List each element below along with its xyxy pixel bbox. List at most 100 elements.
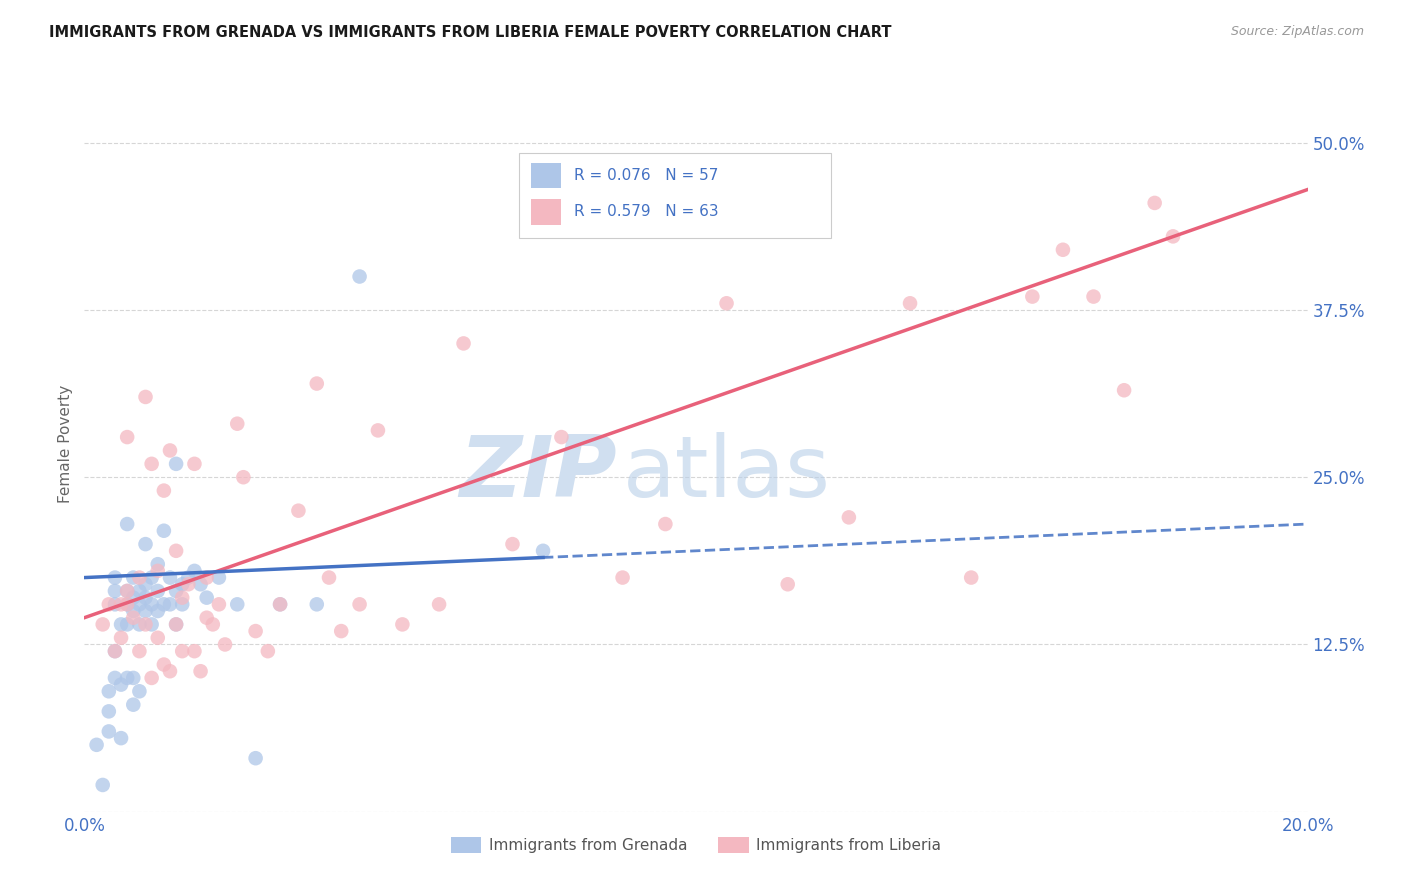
- Point: [1083, 289, 1105, 303]
- Point: [195, 571, 218, 585]
- Text: R = 0.076   N = 57: R = 0.076 N = 57: [574, 168, 718, 183]
- Point: [122, 604, 145, 618]
- Point: [269, 598, 291, 612]
- Point: [104, 644, 127, 658]
- Point: [367, 424, 389, 438]
- FancyBboxPatch shape: [519, 153, 831, 237]
- Point: [349, 269, 371, 284]
- Point: [165, 543, 187, 558]
- Point: [172, 644, 194, 658]
- Y-axis label: Female Poverty: Female Poverty: [58, 384, 73, 503]
- Point: [1143, 195, 1166, 210]
- Point: [110, 631, 132, 645]
- Point: [898, 296, 921, 310]
- Point: [135, 577, 157, 591]
- Point: [115, 671, 138, 685]
- Point: [201, 617, 224, 632]
- Point: [146, 583, 169, 598]
- Text: IMMIGRANTS FROM GRENADA VS IMMIGRANTS FROM LIBERIA FEMALE POVERTY CORRELATION CH: IMMIGRANTS FROM GRENADA VS IMMIGRANTS FR…: [49, 25, 891, 40]
- Point: [330, 624, 353, 639]
- Legend: Immigrants from Grenada, Immigrants from Liberia: Immigrants from Grenada, Immigrants from…: [444, 831, 948, 859]
- Point: [269, 598, 291, 612]
- Point: [453, 336, 475, 351]
- Point: [183, 457, 205, 471]
- Point: [115, 598, 138, 612]
- Point: [97, 598, 120, 612]
- Point: [110, 617, 132, 632]
- Point: [122, 571, 145, 585]
- Point: [153, 598, 176, 612]
- Point: [318, 571, 340, 585]
- Point: [97, 705, 120, 719]
- Point: [172, 577, 194, 591]
- Point: [550, 430, 572, 444]
- Point: [183, 644, 205, 658]
- Point: [153, 483, 176, 498]
- Point: [115, 430, 138, 444]
- Text: R = 0.579   N = 63: R = 0.579 N = 63: [574, 204, 718, 219]
- Point: [165, 617, 187, 632]
- Point: [208, 598, 231, 612]
- Point: [165, 457, 187, 471]
- Point: [146, 631, 169, 645]
- Point: [135, 537, 157, 551]
- Text: atlas: atlas: [623, 432, 831, 515]
- Point: [1021, 289, 1043, 303]
- Text: Source: ZipAtlas.com: Source: ZipAtlas.com: [1230, 25, 1364, 38]
- Point: [128, 583, 150, 598]
- Point: [146, 564, 169, 578]
- Point: [141, 598, 163, 612]
- Point: [135, 604, 157, 618]
- Point: [91, 778, 114, 792]
- Point: [177, 577, 200, 591]
- Point: [245, 624, 267, 639]
- Point: [141, 671, 163, 685]
- Point: [190, 664, 212, 679]
- Point: [115, 617, 138, 632]
- Point: [135, 617, 157, 632]
- Point: [349, 598, 371, 612]
- Point: [122, 698, 145, 712]
- Point: [305, 598, 328, 612]
- Point: [110, 731, 132, 746]
- FancyBboxPatch shape: [531, 162, 561, 188]
- Point: [104, 571, 127, 585]
- Point: [115, 598, 138, 612]
- Point: [104, 644, 127, 658]
- Point: [531, 543, 554, 558]
- Point: [1052, 243, 1074, 257]
- Point: [128, 571, 150, 585]
- Point: [122, 671, 145, 685]
- Point: [159, 443, 181, 458]
- Point: [91, 617, 114, 632]
- Point: [128, 684, 150, 698]
- Point: [165, 583, 187, 598]
- Point: [190, 577, 212, 591]
- Point: [159, 664, 181, 679]
- Point: [427, 598, 450, 612]
- Point: [159, 571, 181, 585]
- Point: [391, 617, 413, 632]
- Point: [838, 510, 860, 524]
- Point: [141, 571, 163, 585]
- Point: [226, 598, 249, 612]
- Point: [97, 684, 120, 698]
- Point: [146, 604, 169, 618]
- Point: [245, 751, 267, 765]
- Point: [502, 537, 524, 551]
- Point: [115, 583, 138, 598]
- Point: [128, 644, 150, 658]
- Point: [141, 457, 163, 471]
- Point: [232, 470, 254, 484]
- Point: [122, 591, 145, 605]
- Point: [104, 583, 127, 598]
- Point: [104, 671, 127, 685]
- Point: [86, 738, 108, 752]
- Point: [960, 571, 983, 585]
- Point: [1161, 229, 1184, 244]
- Point: [165, 617, 187, 632]
- Point: [172, 598, 194, 612]
- Point: [115, 583, 138, 598]
- Point: [146, 557, 169, 572]
- Point: [128, 598, 150, 612]
